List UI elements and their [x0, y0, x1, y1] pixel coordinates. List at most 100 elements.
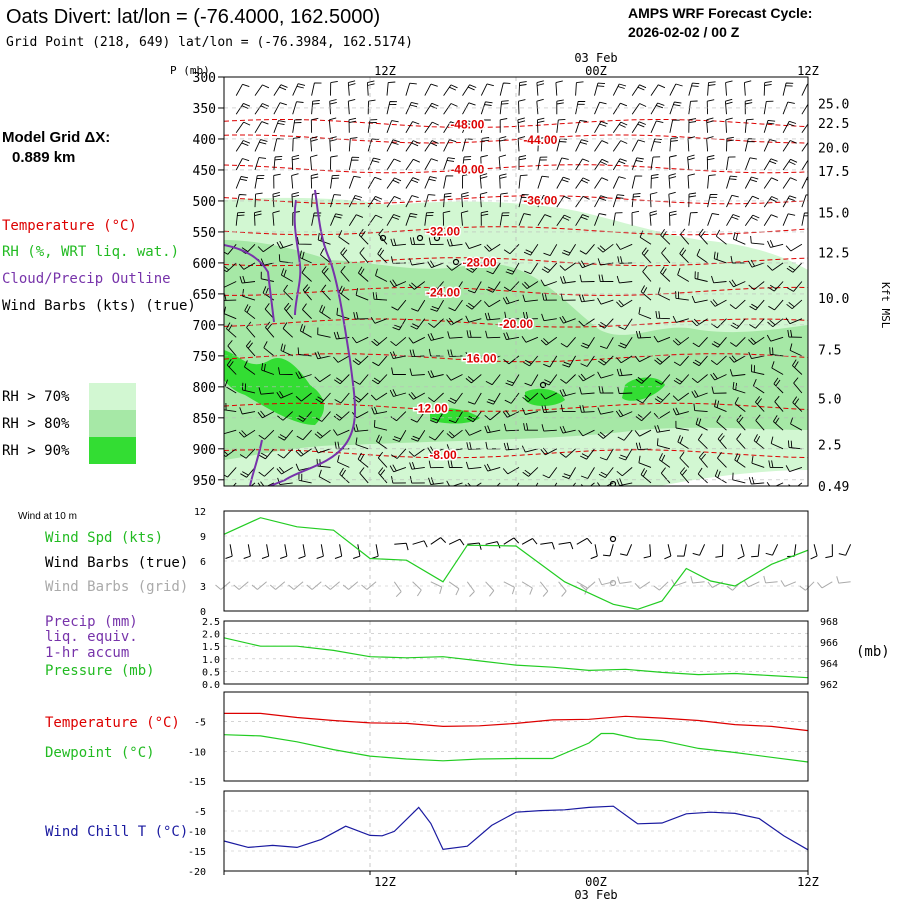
- windchill-tick-label: -5: [194, 807, 206, 818]
- wind10-barb-true: [412, 540, 428, 548]
- wind-barb: [631, 139, 646, 152]
- wind-barb: [257, 410, 275, 419]
- wind-barb: [484, 425, 501, 434]
- wind-barb: [654, 392, 671, 403]
- wind10-barbs-true: [225, 537, 852, 560]
- wind-barb: [785, 465, 803, 473]
- wind-barb: [348, 195, 363, 208]
- wind-barb: [428, 318, 444, 328]
- wind-barb: [579, 405, 595, 413]
- wind10-tick-label: 6: [200, 557, 206, 568]
- wind-barb: [594, 121, 608, 134]
- wind-barb: [521, 281, 539, 289]
- wind-barb: [347, 98, 356, 115]
- wind-barb: [615, 409, 633, 418]
- wind-barb: [311, 77, 313, 78]
- wind-barb: [255, 77, 256, 78]
- isotherm-label: -28.00: [462, 256, 496, 270]
- wind10-barb-true: [765, 544, 779, 556]
- wind-barb: [411, 299, 426, 312]
- wind-barb: [443, 121, 458, 134]
- height-tick-label: 15.0: [818, 207, 849, 222]
- wind-barb: [462, 156, 472, 171]
- wind-barb: [329, 136, 337, 152]
- wind-barb: [319, 304, 331, 320]
- temperature-line: [224, 712, 809, 732]
- wind-barb: [598, 467, 614, 478]
- wind-barb: [333, 411, 350, 421]
- wind-barb: [340, 265, 350, 282]
- wind-barb: [672, 336, 690, 346]
- wind-barb: [409, 368, 425, 376]
- wind-barb: [462, 138, 473, 152]
- wind-barb: [691, 295, 708, 304]
- wind-barb: [280, 268, 293, 282]
- wind-barb: [729, 279, 746, 288]
- wind-barb: [519, 77, 520, 78]
- wind10-barb-true: [751, 544, 760, 558]
- wind-barb: [612, 158, 627, 171]
- wind-barb: [651, 77, 652, 78]
- pressure-tick-label: 968: [820, 617, 838, 628]
- wind-barb: [725, 117, 733, 133]
- wind10-barb-grid: [558, 581, 567, 597]
- wind-barb: [579, 387, 595, 395]
- wind-barb: [753, 434, 765, 450]
- wind-barb: [302, 284, 312, 301]
- wind-barb: [732, 381, 746, 394]
- wind-barb: [734, 453, 746, 468]
- wind-barb: [224, 244, 237, 255]
- wind-barb: [649, 210, 658, 226]
- wind-barb: [408, 281, 426, 290]
- wind-barb: [580, 355, 595, 367]
- wind-barb: [296, 429, 312, 441]
- pressure-tick-label: 500: [193, 195, 216, 210]
- wind-barb: [330, 174, 340, 189]
- wind-barb: [801, 141, 808, 152]
- wind-barb: [688, 192, 697, 208]
- isotherm-label: -36.00: [523, 194, 557, 208]
- wind-barb: [616, 299, 633, 308]
- wind-barb: [668, 173, 677, 189]
- wind-barb: [650, 84, 666, 96]
- wind-barb: [541, 313, 557, 322]
- wind-barb: [707, 213, 720, 226]
- wind-barb: [253, 210, 262, 226]
- wind10-barb-true: [521, 538, 538, 545]
- upper-air-frame: [223, 76, 809, 487]
- wind-barb: [273, 173, 281, 189]
- pressure-line: [223, 637, 809, 679]
- wind10-barb-grid: [598, 577, 614, 586]
- precip-tick-label: 1.0: [202, 655, 220, 666]
- wind-barb: [787, 440, 802, 450]
- wind10-barb-true: [540, 542, 555, 550]
- wind10-barb-grid: [412, 581, 422, 597]
- wind-barb: [480, 83, 494, 96]
- wind-barb: [632, 77, 633, 78]
- wind-barb: [766, 262, 784, 271]
- wind10-barb-grid: [799, 581, 815, 591]
- height-tick-label: 10.0: [818, 292, 849, 307]
- wind-barb: [405, 82, 417, 96]
- isotherm-line: [224, 402, 808, 412]
- wind-barb: [785, 243, 803, 252]
- legend-precip: Precip (mm): [45, 614, 138, 630]
- wind-barb: [801, 103, 808, 115]
- wind-barb: [405, 195, 419, 208]
- wind-barb: [224, 429, 237, 435]
- height-tick-label: 12.5: [818, 246, 849, 261]
- precip-tick-label: 0.0: [202, 680, 220, 691]
- wind-barb: [224, 293, 237, 301]
- wind-barb: [655, 374, 671, 385]
- wind-barb: [276, 390, 293, 399]
- wind-barb: [338, 285, 350, 301]
- wind-barb: [691, 390, 708, 398]
- wind-barb: [755, 396, 765, 412]
- wind-barb: [378, 228, 388, 245]
- wind-barb: [763, 100, 774, 115]
- wind-barb: [235, 211, 245, 226]
- wind-barb: [615, 243, 633, 250]
- wind-barb: [729, 299, 746, 310]
- wind-barb: [254, 175, 265, 189]
- x-tick-bottom-3: 12Z: [797, 875, 819, 889]
